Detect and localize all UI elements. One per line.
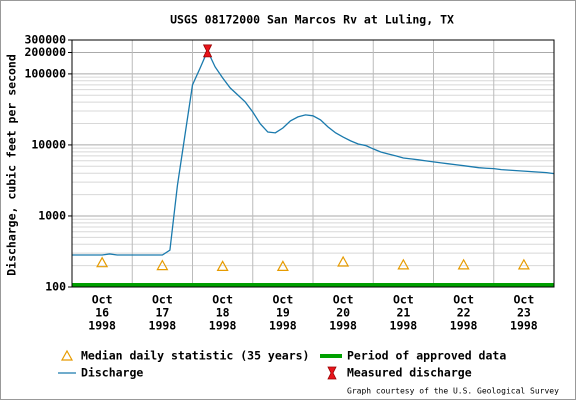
x-tick-label: 22 — [457, 306, 471, 320]
x-tick-label: 19 — [276, 306, 290, 320]
y-tick-label: 1000 — [38, 208, 66, 222]
median-marker — [156, 259, 169, 271]
x-tick-label: 1998 — [390, 319, 418, 333]
chart-title: USGS 08172000 San Marcos Rv at Luling, T… — [170, 13, 454, 27]
x-tick-label: Oct — [333, 293, 354, 307]
x-tick-label: Oct — [92, 293, 113, 307]
x-tick-label: 1998 — [88, 319, 116, 333]
median-marker — [337, 255, 350, 267]
median-marker — [517, 258, 530, 270]
x-tick-label: 18 — [216, 306, 230, 320]
y-tick-label: 10000 — [31, 137, 66, 151]
x-tick-label: 1998 — [269, 319, 297, 333]
x-tick-label: 1998 — [209, 319, 237, 333]
y-tick-label: 200000 — [24, 45, 66, 59]
x-tick-label: Oct — [152, 293, 173, 307]
y-tick-label: 100000 — [24, 66, 66, 80]
legend-label: Discharge — [81, 366, 143, 380]
median-marker — [276, 260, 289, 271]
discharge-line — [72, 49, 555, 256]
legend-label: Measured discharge — [347, 366, 472, 380]
x-tick-label: 21 — [396, 306, 410, 320]
x-tick-label: 1998 — [149, 319, 177, 333]
measured-marker — [202, 44, 213, 58]
y-tick-label: 100 — [45, 280, 66, 294]
x-tick-label: Oct — [513, 293, 534, 307]
median-marker — [96, 256, 109, 268]
x-tick-label: 23 — [517, 306, 531, 320]
x-tick-label: 1998 — [329, 319, 357, 333]
legend-label: Median daily statistic (35 years) — [81, 349, 309, 363]
x-tick-label: 17 — [155, 306, 169, 320]
y-axis-label: Discharge, cubic feet per second — [5, 54, 19, 276]
x-tick-label: 1998 — [450, 319, 478, 333]
approved-period-bar — [72, 283, 554, 287]
median-marker — [397, 258, 410, 270]
footnote: Graph courtesy of the U.S. Geological Su… — [347, 387, 559, 396]
median-marker — [216, 260, 229, 271]
legend-swatch — [60, 349, 74, 361]
y-tick-label: 300000 — [24, 33, 66, 47]
x-tick-label: Oct — [453, 293, 474, 307]
legend-label: Period of approved data — [347, 349, 506, 363]
median-marker — [457, 258, 470, 270]
x-tick-label: Oct — [212, 293, 233, 307]
legend-swatch — [327, 366, 337, 380]
x-tick-label: Oct — [393, 293, 414, 307]
x-tick-label: Oct — [272, 293, 293, 307]
plot-border — [71, 39, 555, 288]
legend-swatch — [320, 354, 342, 358]
x-tick-label: 1998 — [510, 319, 538, 333]
x-tick-label: 16 — [95, 306, 109, 320]
x-tick-label: 20 — [336, 306, 350, 320]
